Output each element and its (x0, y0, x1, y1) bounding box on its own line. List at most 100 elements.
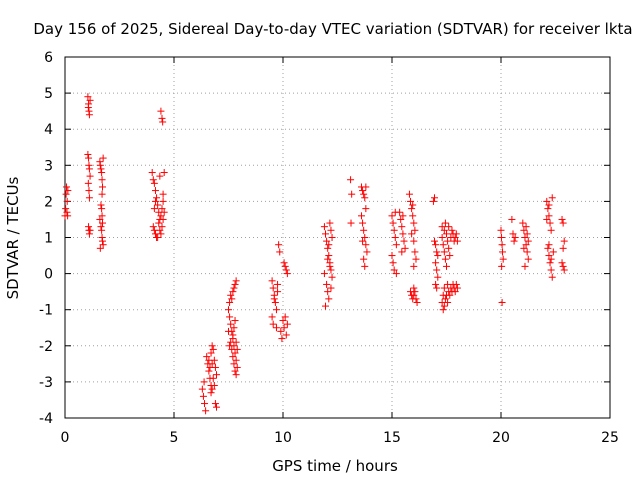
data-point (498, 298, 506, 306)
data-point (545, 241, 553, 249)
y-tick-label: 6 (44, 50, 53, 66)
x-tick-label: 10 (274, 430, 292, 446)
data-point (452, 230, 460, 238)
data-point (545, 201, 553, 209)
data-point (213, 403, 221, 411)
data-point (440, 248, 448, 256)
grid-lines (65, 57, 610, 418)
data-point (283, 270, 291, 278)
data-point (210, 356, 218, 364)
data-point (390, 226, 398, 234)
data-point (96, 215, 104, 223)
data-point (509, 230, 517, 238)
data-point (232, 356, 240, 364)
y-tick-label: 4 (44, 122, 53, 138)
data-point (232, 371, 240, 379)
data-point (153, 194, 161, 202)
data-point (272, 324, 280, 332)
data-point (98, 212, 106, 220)
y-tick-label: -1 (39, 303, 53, 319)
data-point (389, 219, 397, 227)
data-point (98, 237, 106, 245)
data-point (98, 219, 106, 227)
data-point (203, 353, 211, 361)
data-point (324, 255, 332, 263)
data-point (410, 284, 418, 292)
data-point (99, 154, 107, 162)
data-point (230, 360, 238, 368)
data-point (225, 306, 232, 314)
data-point (439, 291, 447, 299)
data-point (275, 241, 283, 249)
data-point (327, 226, 335, 234)
data-point (85, 111, 93, 119)
data-point (411, 226, 419, 234)
data-point (452, 280, 460, 288)
data-point (158, 205, 166, 213)
data-point (392, 270, 400, 278)
data-point (269, 284, 277, 292)
data-point (524, 255, 532, 263)
data-point (433, 248, 441, 256)
data-point (359, 219, 367, 227)
data-point (226, 342, 234, 350)
data-point (160, 208, 168, 216)
data-point (453, 237, 461, 245)
data-point (98, 176, 106, 184)
data-point (205, 367, 213, 375)
data-point (84, 93, 92, 101)
data-point (226, 298, 234, 306)
data-point (208, 360, 216, 368)
data-point (521, 262, 529, 270)
data-point (96, 244, 104, 252)
data-point (400, 237, 408, 245)
data-point (230, 284, 238, 292)
x-tick-label: 0 (61, 430, 70, 446)
data-point (199, 392, 207, 400)
data-point (269, 320, 277, 328)
data-point (522, 223, 530, 231)
data-point (388, 212, 396, 220)
data-point (433, 284, 441, 292)
data-point (443, 230, 450, 238)
data-point (97, 165, 105, 173)
data-point (324, 288, 332, 296)
data-point (84, 104, 92, 112)
data-point (439, 241, 447, 249)
data-point (154, 234, 162, 241)
data-point (229, 353, 237, 361)
data-point (231, 367, 239, 375)
data-point (99, 241, 107, 249)
x-tick-label: 25 (601, 430, 619, 446)
data-point (97, 223, 105, 231)
data-point (558, 259, 566, 267)
axis-ticks (64, 56, 611, 419)
data-point (362, 205, 370, 213)
data-point (327, 284, 335, 292)
data-point (431, 237, 439, 245)
data-point (411, 288, 419, 296)
data-point (545, 212, 553, 220)
data-point (231, 280, 239, 288)
data-point (544, 244, 552, 252)
data-point (268, 313, 276, 321)
data-point (559, 219, 567, 227)
data-point (157, 212, 165, 220)
data-point (431, 194, 439, 202)
data-point (408, 230, 416, 238)
data-point (497, 226, 505, 234)
data-point (499, 255, 507, 263)
data-point (86, 226, 94, 234)
data-point (448, 226, 456, 234)
data-point (508, 215, 516, 223)
data-point (361, 194, 369, 202)
data-point (559, 262, 567, 270)
data-point (201, 400, 209, 408)
data-point (543, 215, 551, 223)
data-point (278, 335, 286, 343)
data-point (407, 197, 415, 205)
data-point (320, 223, 328, 231)
data-point (282, 331, 290, 339)
data-point (158, 114, 166, 122)
data-point (412, 295, 420, 303)
